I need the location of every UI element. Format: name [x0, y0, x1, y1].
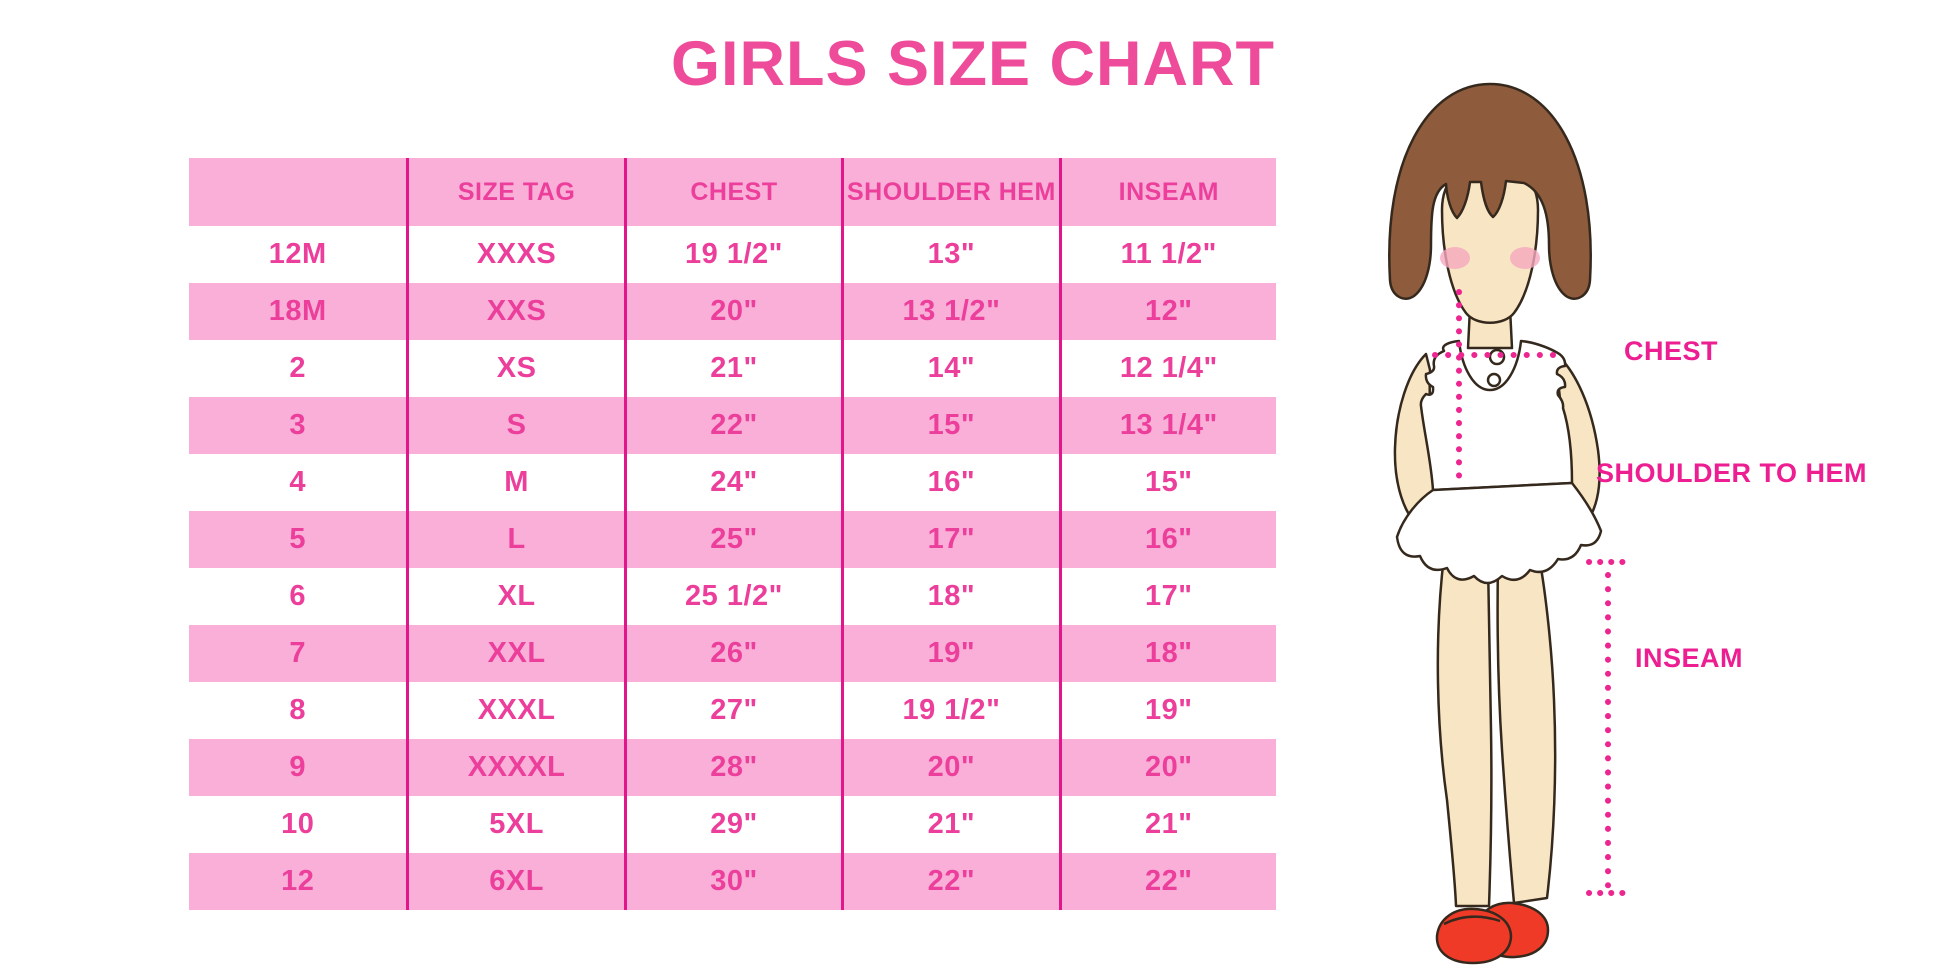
- table-cell: 12M: [189, 226, 407, 283]
- table-cell: 21": [623, 340, 842, 397]
- table-cell: XXXL: [406, 682, 624, 739]
- table-cell: 22": [1058, 853, 1276, 910]
- table-cell: 18M: [189, 283, 407, 340]
- table-cell: L: [406, 511, 624, 568]
- table-cell: 12": [1058, 283, 1276, 340]
- table-cell: 21": [841, 796, 1059, 853]
- table-cell: M: [406, 454, 624, 511]
- table-cell: 28": [623, 739, 842, 796]
- table-cell: XXL: [406, 625, 624, 682]
- table-cell: 29": [623, 796, 842, 853]
- table-cell: 18": [1058, 625, 1276, 682]
- table-cell: 22": [841, 853, 1059, 910]
- table-cell: 17": [841, 511, 1059, 568]
- table-cell: 19": [1058, 682, 1276, 739]
- table-cell: 14": [841, 340, 1059, 397]
- shoulder-to-hem-label: SHOULDER TO HEM: [1596, 458, 1868, 488]
- table-cell: 5: [189, 511, 407, 568]
- girl-skirt: [1395, 481, 1603, 585]
- table-cell: 19": [841, 625, 1059, 682]
- table-cell: XXXXL: [406, 739, 624, 796]
- table-cell: 6XL: [406, 853, 624, 910]
- size-table: SIZE TAG CHEST SHOULDER HEM INSEAM 12M XXXS 19…: [189, 158, 1276, 910]
- table-cell: 3: [189, 397, 407, 454]
- table-cell: 19 1/2": [623, 226, 842, 283]
- table-cell: 12: [189, 853, 407, 910]
- table-cell: 8: [189, 682, 407, 739]
- girl-hair: [1388, 82, 1592, 300]
- header-cell: [189, 158, 407, 226]
- girl-illustration: [1300, 50, 1946, 973]
- girl-left-shoe: [1435, 907, 1513, 965]
- girl-left-leg: [1436, 554, 1493, 908]
- table-cell: 10: [189, 796, 407, 853]
- header-cell: SHOULDER HEM: [841, 158, 1059, 226]
- table-cell: 15": [841, 397, 1059, 454]
- table-cell: 22": [623, 397, 842, 454]
- table-cell: 20": [623, 283, 842, 340]
- table-cell: 27": [623, 682, 842, 739]
- header-cell: SIZE TAG: [406, 158, 624, 226]
- table-cell: 19 1/2": [841, 682, 1059, 739]
- table-cell: 2: [189, 340, 407, 397]
- table-cell: 20": [1058, 739, 1276, 796]
- girl-figure-svg: [1388, 82, 1626, 965]
- table-cell: 30": [623, 853, 842, 910]
- table-cell: 7: [189, 625, 407, 682]
- girl-blush-right: [1510, 247, 1540, 269]
- table-cell: 18": [841, 568, 1059, 625]
- table-cell: 15": [1058, 454, 1276, 511]
- table-cell: 6: [189, 568, 407, 625]
- chest-label: CHEST: [1624, 336, 1719, 366]
- table-cell: 24": [623, 454, 842, 511]
- header-cell: INSEAM: [1058, 158, 1276, 226]
- table-cell: 25 1/2": [623, 568, 842, 625]
- table-cell: 13 1/4": [1058, 397, 1276, 454]
- table-cell: XL: [406, 568, 624, 625]
- table-cell: 20": [841, 739, 1059, 796]
- table-cell: 26": [623, 625, 842, 682]
- girl-button-bottom: [1486, 372, 1502, 388]
- table-cell: 16": [1058, 511, 1276, 568]
- table-cell: 16": [841, 454, 1059, 511]
- table-cell: 13": [841, 226, 1059, 283]
- table-cell: 21": [1058, 796, 1276, 853]
- table-cell: 4: [189, 454, 407, 511]
- table-cell: XXXS: [406, 226, 624, 283]
- header-cell: CHEST: [623, 158, 842, 226]
- girl-shoe-strap: [1443, 915, 1501, 926]
- table-cell: 11 1/2": [1058, 226, 1276, 283]
- page-title: GIRLS SIZE CHART: [670, 29, 1275, 99]
- table-cell: XXS: [406, 283, 624, 340]
- table-cell: 13 1/2": [841, 283, 1059, 340]
- table-cell: S: [406, 397, 624, 454]
- table-cell: 25": [623, 511, 842, 568]
- table-cell: 5XL: [406, 796, 624, 853]
- girl-blush-left: [1440, 247, 1470, 269]
- table-cell: 9: [189, 739, 407, 796]
- table-cell: 12 1/4": [1058, 340, 1276, 397]
- table-cell: 17": [1058, 568, 1276, 625]
- girl-bodice: [1419, 339, 1574, 492]
- inseam-label: INSEAM: [1635, 643, 1744, 673]
- girl-right-leg: [1496, 554, 1557, 905]
- table-cell: XS: [406, 340, 624, 397]
